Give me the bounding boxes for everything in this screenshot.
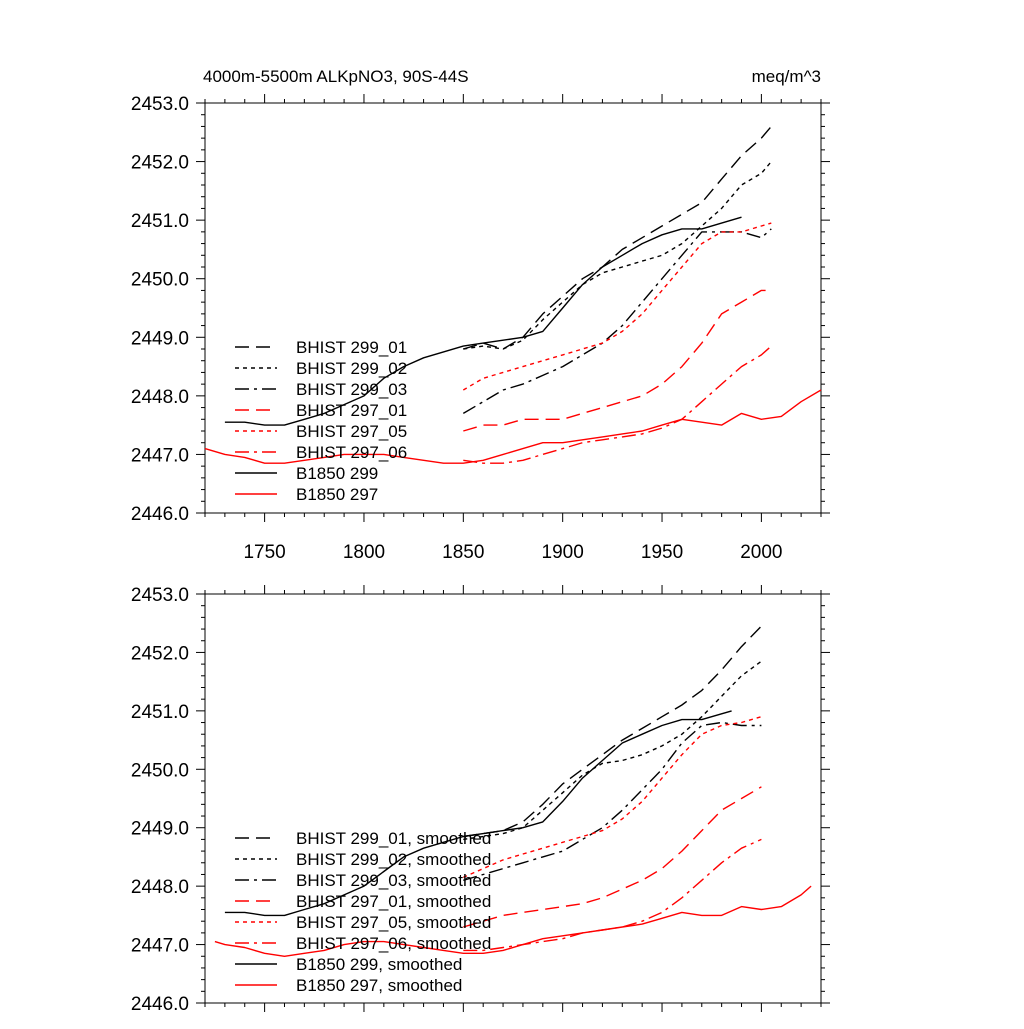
plot-frame (204, 102, 822, 514)
x-tick-label: 1850 (442, 542, 484, 563)
series-line (463, 625, 762, 838)
y-tick-label: 2451.0 (131, 702, 189, 723)
y-tick-label: 2453.0 (131, 585, 189, 606)
series-line (463, 660, 762, 841)
legend-label: BHIST 299_03 (296, 380, 407, 399)
legend-label: BHIST 297_06, smoothed (296, 934, 491, 953)
legend: BHIST 299_01, smoothed BHIST 299_02, smoo… (235, 829, 491, 995)
y-tick-label: 2449.0 (131, 328, 189, 349)
legend-label: BHIST 297_01 (296, 401, 407, 420)
series-line (463, 721, 762, 881)
x-tick-label: 1950 (641, 542, 683, 563)
y-tick-label: 2450.0 (131, 270, 189, 291)
series-line (463, 289, 772, 432)
y-tick-label: 2449.0 (131, 819, 189, 840)
panel-title: 4000m-5500m ALKpNO3, 90S-44S (203, 67, 469, 86)
bottom-panel: 2446.0 2447.0 2448.0 2449.0 2450.0 2451.0 2452… (131, 585, 830, 1015)
legend-label: B1850 299, smoothed (296, 955, 462, 974)
x-tick-label: 2000 (740, 542, 782, 563)
legend-label: BHIST 299_02, smoothed (296, 850, 491, 869)
legend-label: BHIST 297_01, smoothed (296, 892, 491, 911)
series-line (463, 786, 762, 928)
x-tick-label: 1800 (343, 542, 385, 563)
units-label: meq/m^3 (752, 67, 821, 86)
legend-label: BHIST 297_05, smoothed (296, 913, 491, 932)
series-line (462, 228, 772, 415)
x-tick-label: 1900 (542, 542, 584, 563)
series-layer (214, 625, 812, 957)
legend-label: BHIST 299_01 (296, 338, 407, 357)
y-tick-label: 2446.0 (131, 504, 189, 525)
y-tick-label: 2450.0 (131, 760, 189, 781)
y-tick-label: 2448.0 (131, 877, 189, 898)
series-line (462, 222, 772, 391)
series-layer (204, 125, 822, 464)
y-tick-label: 2447.0 (131, 936, 189, 957)
series-line (204, 389, 822, 464)
axes: 1750 1800 1850 1900 1950 2000 2446.0 2447.0 2448… (131, 94, 830, 563)
legend-label: B1850 297, smoothed (296, 976, 462, 995)
y-tick-label: 2453.0 (131, 94, 189, 115)
y-tick-label: 2446.0 (131, 994, 189, 1015)
series-line (224, 710, 732, 917)
y-tick-label: 2452.0 (131, 643, 189, 664)
top-panel: 4000m-5500m ALKpNO3, 90S-44S meq/m^3 175… (131, 67, 830, 563)
legend-label: BHIST 299_03, smoothed (296, 871, 491, 890)
legend-label: BHIST 299_01, smoothed (296, 829, 491, 848)
legend-label: B1850 297 (296, 485, 378, 504)
plot-frame (204, 593, 822, 1004)
legend-label: BHIST 297_06 (296, 443, 407, 462)
y-tick-label: 2448.0 (131, 387, 189, 408)
legend: BHIST 299_01 BHIST 299_02 BHIST 299_03 BHIS… (235, 338, 407, 504)
series-line (224, 216, 742, 426)
series-line (214, 885, 812, 957)
axes: 2446.0 2447.0 2448.0 2449.0 2450.0 2451.0 2452… (131, 585, 830, 1015)
legend-label: BHIST 297_05 (296, 422, 407, 441)
series-line (463, 716, 762, 879)
legend-label: B1850 299 (296, 464, 378, 483)
x-tick-label: 1750 (243, 542, 285, 563)
series-line (463, 345, 772, 464)
y-tick-label: 2451.0 (131, 211, 189, 232)
legend-label: BHIST 299_02 (296, 359, 407, 378)
y-tick-label: 2447.0 (131, 445, 189, 466)
y-tick-label: 2452.0 (131, 153, 189, 174)
series-line (463, 125, 772, 350)
series-line (463, 161, 772, 350)
